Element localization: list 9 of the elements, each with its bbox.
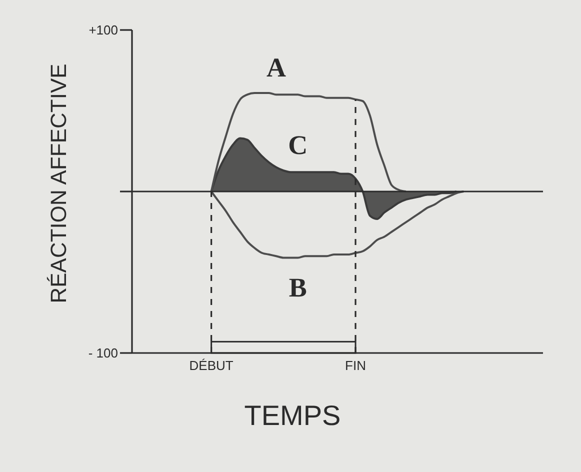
x-tick-label: DÉBUT: [189, 358, 234, 374]
series-label: B: [288, 272, 307, 303]
y-axis-title: RÉACTION AFFECTIVE: [46, 64, 70, 304]
series-label: A: [266, 52, 286, 83]
y-tick-label: +100: [88, 22, 118, 38]
y-tick-label: - 100: [88, 346, 118, 361]
series-label: C: [288, 130, 308, 160]
x-axis-title: TEMPS: [244, 400, 341, 430]
x-tick-label: FIN: [345, 358, 366, 374]
